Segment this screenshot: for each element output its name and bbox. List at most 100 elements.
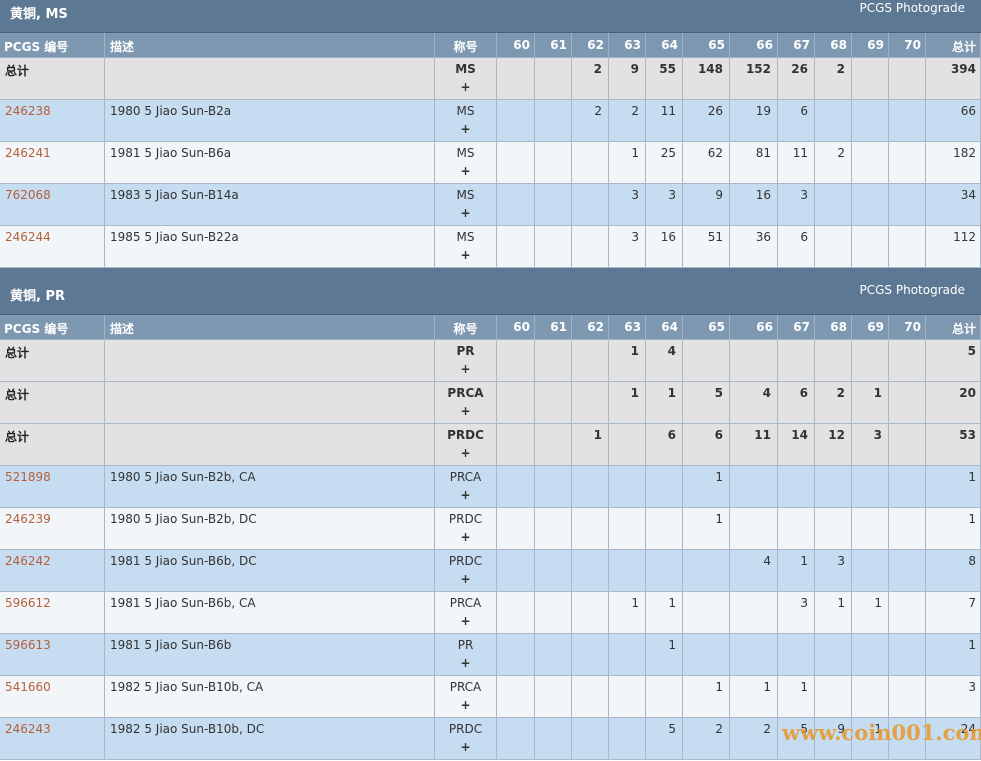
pcgs-number[interactable]: 521898 bbox=[5, 470, 51, 484]
pcgs-number[interactable]: 246244 bbox=[5, 230, 51, 244]
table-cell bbox=[889, 592, 926, 634]
table-cell: 34 bbox=[926, 184, 981, 226]
table-cell bbox=[609, 676, 646, 718]
cell-value: 55 bbox=[659, 62, 676, 76]
table-cell: 1 bbox=[683, 676, 730, 718]
pcgs-number[interactable]: 596612 bbox=[5, 596, 51, 610]
column-header: 69 bbox=[852, 33, 889, 58]
photograde-link[interactable]: PCGS Photograde bbox=[859, 283, 965, 297]
table-cell bbox=[778, 340, 815, 382]
table-cell: 9 bbox=[609, 58, 646, 100]
designation: MS bbox=[456, 188, 475, 202]
table-cell: 2 bbox=[572, 100, 609, 142]
table-cell: 1 bbox=[730, 676, 778, 718]
cell-value: 2 bbox=[715, 722, 723, 736]
table-cell bbox=[889, 142, 926, 184]
table-cell: 1981 5 Jiao Sun-B6b bbox=[105, 634, 435, 676]
photograde-link[interactable]: PCGS Photograde bbox=[859, 1, 965, 15]
total-label: 总计 bbox=[5, 430, 30, 444]
table-cell bbox=[683, 340, 730, 382]
table-cell bbox=[852, 58, 889, 100]
table-cell bbox=[535, 634, 572, 676]
column-label: 60 bbox=[513, 38, 530, 52]
cell-value: 16 bbox=[660, 230, 676, 244]
table-cell: 62 bbox=[683, 142, 730, 184]
table-cell bbox=[815, 100, 852, 142]
designation: PR bbox=[456, 344, 475, 358]
table-cell bbox=[105, 424, 435, 466]
column-label: 64 bbox=[661, 38, 678, 52]
table-cell: 1 bbox=[852, 718, 889, 760]
column-header: 60 bbox=[497, 33, 535, 58]
column-header: 67 bbox=[778, 315, 815, 340]
cell-value: 11 bbox=[792, 146, 808, 160]
column-label: 描述 bbox=[110, 40, 135, 54]
column-header: 70 bbox=[889, 33, 926, 58]
table-cell: 3 bbox=[852, 424, 889, 466]
table-cell: 596612 bbox=[0, 592, 105, 634]
table-cell bbox=[815, 634, 852, 676]
pcgs-number[interactable]: 246239 bbox=[5, 512, 51, 526]
pcgs-number[interactable]: 596613 bbox=[5, 638, 51, 652]
table-cell bbox=[497, 58, 535, 100]
column-header: 64 bbox=[646, 33, 683, 58]
table-cell bbox=[730, 592, 778, 634]
cell-value: 3 bbox=[800, 596, 808, 610]
description: 1980 5 Jiao Sun-B2a bbox=[110, 104, 232, 118]
designation: PRDC bbox=[448, 554, 483, 568]
table-cell: 246244 bbox=[0, 226, 105, 268]
table-cell bbox=[889, 718, 926, 760]
table-cell bbox=[852, 634, 889, 676]
table-cell bbox=[535, 592, 572, 634]
column-header: 称号 bbox=[435, 315, 497, 340]
plus-sign: + bbox=[460, 698, 471, 712]
cell-value: 11 bbox=[754, 428, 771, 442]
plus-sign: + bbox=[460, 530, 471, 544]
pcgs-number[interactable]: 246238 bbox=[5, 104, 51, 118]
pcgs-number[interactable]: 541660 bbox=[5, 680, 51, 694]
table-cell: 246238 bbox=[0, 100, 105, 142]
designation: MS bbox=[456, 146, 475, 160]
column-label: 称号 bbox=[453, 40, 478, 54]
pcgs-number[interactable]: 246241 bbox=[5, 146, 51, 160]
table-cell bbox=[778, 634, 815, 676]
table-cell bbox=[889, 676, 926, 718]
pcgs-number[interactable]: 246242 bbox=[5, 554, 51, 568]
cell-value: 9 bbox=[715, 188, 723, 202]
table-cell: 1 bbox=[572, 424, 609, 466]
table-cell: 148 bbox=[683, 58, 730, 100]
table-cell bbox=[535, 676, 572, 718]
table-cell: 55 bbox=[646, 58, 683, 100]
table-cell: 5 bbox=[646, 718, 683, 760]
cell-value: 36 bbox=[755, 230, 771, 244]
table-cell bbox=[889, 184, 926, 226]
pcgs-number[interactable]: 762068 bbox=[5, 188, 51, 202]
column-label: 66 bbox=[756, 38, 773, 52]
row-total: 8 bbox=[968, 554, 976, 568]
table-cell bbox=[815, 676, 852, 718]
table-cell bbox=[646, 676, 683, 718]
table-cell: 6 bbox=[683, 424, 730, 466]
column-label: 总计 bbox=[951, 40, 976, 54]
table-cell bbox=[497, 340, 535, 382]
table-cell: 24 bbox=[926, 718, 981, 760]
row-total: 112 bbox=[953, 230, 976, 244]
cell-value: 6 bbox=[714, 428, 723, 442]
column-label: 总计 bbox=[951, 322, 976, 336]
table-cell: 3 bbox=[646, 184, 683, 226]
table-cell: 1 bbox=[683, 508, 730, 550]
table-cell: 12 bbox=[815, 424, 852, 466]
pcgs-number[interactable]: 246243 bbox=[5, 722, 51, 736]
table-cell: 6 bbox=[778, 100, 815, 142]
table-cell: 5 bbox=[778, 718, 815, 760]
table-cell bbox=[609, 634, 646, 676]
table-cell bbox=[535, 184, 572, 226]
table-cell: PR + bbox=[435, 634, 497, 676]
designation: PRCA bbox=[447, 386, 484, 400]
table-cell bbox=[852, 508, 889, 550]
column-label: PCGS 编号 bbox=[4, 322, 69, 336]
table-cell: PRDC + bbox=[435, 424, 497, 466]
table-cell: 394 bbox=[926, 58, 981, 100]
row-total: 1 bbox=[968, 512, 976, 526]
table-cell: PRCA + bbox=[435, 382, 497, 424]
